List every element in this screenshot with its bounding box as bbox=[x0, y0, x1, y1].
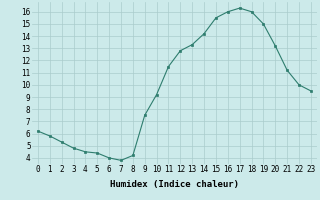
X-axis label: Humidex (Indice chaleur): Humidex (Indice chaleur) bbox=[110, 180, 239, 189]
